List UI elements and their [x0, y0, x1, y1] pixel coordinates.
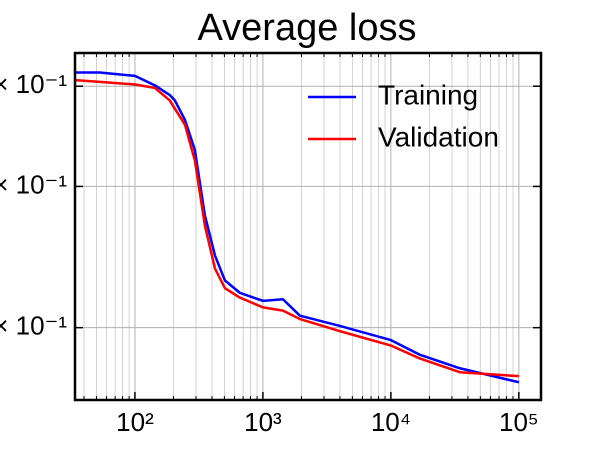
- y-tick-label: 3 × 10⁻¹: [0, 169, 67, 199]
- y-tick-label: 4 × 10⁻¹: [0, 69, 67, 99]
- x-axis-label: Iterations: [441, 447, 540, 450]
- x-tick-label: 10⁵: [499, 407, 539, 437]
- legend-label: Validation: [378, 121, 499, 152]
- x-tick-label: 10³: [244, 407, 282, 437]
- plot-frame: [73, 51, 543, 402]
- chart-title: Average loss: [198, 7, 417, 49]
- x-tick-label: 10⁴: [371, 407, 411, 437]
- data-line: [75, 71, 520, 384]
- legend-label: Training: [378, 79, 478, 110]
- y-tick-label: 2 × 10⁻¹: [0, 311, 67, 341]
- x-tick-label: 10²: [116, 407, 154, 437]
- data-line: [74, 78, 519, 378]
